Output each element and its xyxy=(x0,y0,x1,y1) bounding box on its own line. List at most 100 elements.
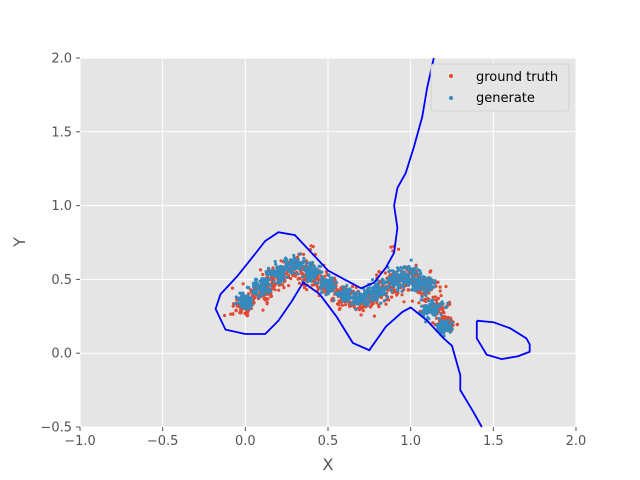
generate-point xyxy=(366,288,371,292)
generate-point xyxy=(270,271,274,276)
generate-point xyxy=(424,278,429,283)
generate-point xyxy=(437,305,441,309)
generate-point xyxy=(262,291,266,295)
generate-point xyxy=(329,282,333,286)
generate-point xyxy=(442,330,446,334)
generate-point xyxy=(451,321,455,325)
generate-point xyxy=(320,290,324,294)
generate-point xyxy=(361,294,365,298)
generate-point xyxy=(411,288,415,292)
generate-point xyxy=(427,281,431,285)
generate-point xyxy=(259,293,263,298)
generate-point xyxy=(421,286,425,290)
ground-truth-point xyxy=(443,315,447,319)
ground-truth-point xyxy=(252,301,256,305)
generate-point xyxy=(269,283,273,287)
generate-point xyxy=(238,291,242,295)
ground-truth-point xyxy=(261,272,265,277)
ground-truth-point xyxy=(441,310,446,314)
generate-point xyxy=(379,301,383,305)
ground-truth-point xyxy=(289,277,293,281)
ground-truth-point xyxy=(438,285,442,289)
generate-point xyxy=(400,270,404,274)
generate-point xyxy=(284,256,288,260)
generate-point xyxy=(291,263,295,267)
ground-truth-point xyxy=(372,314,376,318)
generate-point xyxy=(354,307,358,311)
contour-lines xyxy=(214,57,531,428)
generate-point xyxy=(397,286,401,290)
generate-point xyxy=(246,294,250,298)
contour-line-1 xyxy=(219,57,435,295)
generate-point xyxy=(389,288,393,292)
generate-point xyxy=(399,277,403,281)
generate-point xyxy=(345,284,349,288)
generate-point xyxy=(303,265,307,269)
ground-truth-point xyxy=(436,296,440,300)
generate-point xyxy=(390,275,395,279)
ground-truth-point xyxy=(384,302,388,306)
generate-point xyxy=(278,279,282,283)
ground-truth-point xyxy=(241,282,245,286)
generate-point xyxy=(267,266,271,270)
legend-label-ground-truth: ground truth xyxy=(476,70,558,85)
ground-truth-point xyxy=(389,245,393,249)
ground-truth-point xyxy=(439,294,443,298)
generate-point xyxy=(317,264,321,268)
generate-point xyxy=(324,285,328,290)
generate-point xyxy=(419,278,423,283)
ground-truth-point xyxy=(231,304,235,308)
ground-truth-point xyxy=(390,295,394,299)
ground-truth-point xyxy=(379,295,384,300)
generate-point xyxy=(272,280,276,284)
ground-truth-point xyxy=(431,321,435,325)
x-tick-label: 1.0 xyxy=(400,434,421,449)
ground-truth-point xyxy=(406,288,410,292)
ground-truth-point xyxy=(253,296,257,300)
generate-point xyxy=(402,270,406,274)
generate-point xyxy=(350,303,354,307)
legend-box xyxy=(430,63,570,112)
generate-point xyxy=(368,286,372,290)
x-tick-label: 0.0 xyxy=(235,434,256,449)
x-tick-label: −0.5 xyxy=(147,434,179,449)
generate-point xyxy=(333,284,337,288)
generate-point xyxy=(416,268,420,272)
ground-truth-point xyxy=(272,285,276,289)
generate-point xyxy=(433,279,437,283)
generate-point xyxy=(425,304,430,308)
generate-point xyxy=(250,289,254,294)
x-tick-label: 0.5 xyxy=(318,434,339,449)
generate-point xyxy=(309,279,313,283)
ground-truth-point xyxy=(410,299,414,303)
generate-point xyxy=(292,271,296,275)
generate-point xyxy=(357,297,361,301)
generate-point xyxy=(344,294,348,298)
generate-point xyxy=(267,290,271,294)
generate-point xyxy=(436,323,440,327)
ground-truth-point xyxy=(287,284,291,288)
generate-point xyxy=(328,279,332,283)
generate-point xyxy=(343,288,347,292)
ground-truth-point xyxy=(281,283,285,287)
generate-point xyxy=(268,277,272,281)
ground-truth-point xyxy=(350,284,355,289)
generate-point xyxy=(439,313,443,317)
generate-point xyxy=(296,272,300,276)
generate-point xyxy=(393,281,397,285)
generate-point xyxy=(414,265,418,269)
ground-truth-point xyxy=(277,288,281,292)
ground-truth-point xyxy=(302,286,306,290)
generate-point xyxy=(241,291,245,295)
ground-truth-point xyxy=(311,245,315,249)
ground-truth-point xyxy=(337,299,342,303)
generate-point xyxy=(400,289,404,293)
ground-truth-point xyxy=(417,301,421,305)
generate-point xyxy=(416,280,420,284)
generate-point xyxy=(327,273,331,277)
ground-truth-point xyxy=(375,273,379,277)
generate-point xyxy=(396,289,400,293)
generate-point xyxy=(237,296,241,300)
legend: ground truth generate xyxy=(430,63,570,112)
